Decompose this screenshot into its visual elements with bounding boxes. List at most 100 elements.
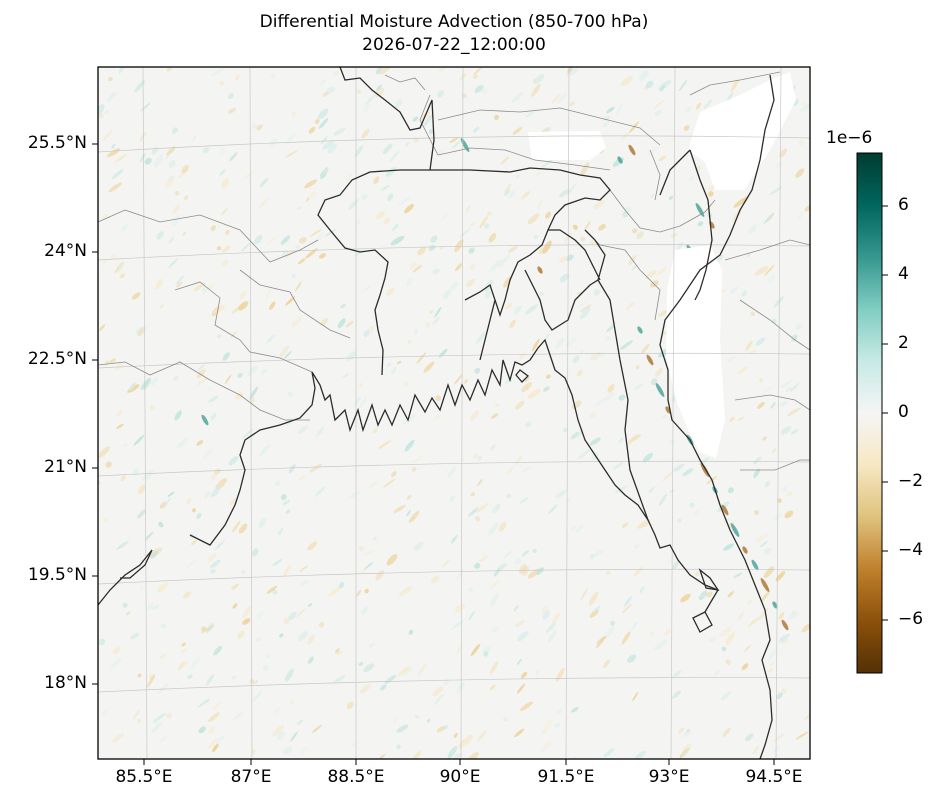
field-speckle <box>150 405 155 410</box>
field-speckle <box>522 566 530 577</box>
field-speckle <box>759 540 769 548</box>
field-speckle <box>633 383 644 390</box>
field-speckle <box>791 334 798 342</box>
field-speckle <box>196 440 204 446</box>
field-speckle <box>218 147 226 156</box>
field-speckle <box>625 301 635 311</box>
field-speckle <box>513 605 519 612</box>
field-speckle <box>627 654 637 663</box>
field-speckle <box>386 554 398 566</box>
field-speckle <box>408 629 414 635</box>
field-speckle <box>376 211 385 220</box>
field-speckle <box>151 721 163 733</box>
field-speckle <box>543 386 550 392</box>
field-speckle <box>287 391 294 397</box>
field-speckle <box>412 264 423 273</box>
field-speckle <box>571 400 582 410</box>
field-speckle <box>434 306 442 318</box>
field-speckle <box>288 611 297 621</box>
field-speckle <box>229 497 239 506</box>
field-speckle <box>316 230 325 243</box>
field-speckle <box>450 535 458 544</box>
field-speckle <box>662 413 668 419</box>
field-speckle <box>234 392 244 400</box>
field-speckle <box>172 204 180 215</box>
field-speckle <box>309 463 323 473</box>
field-speckle <box>727 590 734 598</box>
field-speckle <box>697 221 704 227</box>
field-speckle <box>763 547 771 555</box>
field-speckle <box>456 568 465 581</box>
field-speckle <box>472 67 484 76</box>
field-speckle <box>678 79 688 92</box>
field-speckle <box>790 382 800 392</box>
field-speckle <box>579 349 584 354</box>
field-speckle <box>182 591 191 599</box>
field-speckle <box>508 246 518 253</box>
field-speckle-strong <box>655 383 665 397</box>
lat-label: 22.5°N <box>27 349 87 369</box>
field-speckle <box>273 707 280 714</box>
field-speckle <box>721 646 727 652</box>
field-speckle <box>359 397 367 408</box>
field-speckle <box>390 366 397 375</box>
field-speckle <box>259 444 271 456</box>
field-speckle <box>584 221 591 231</box>
field-speckle <box>152 604 160 610</box>
field-speckle <box>203 491 211 499</box>
field-speckle <box>621 603 632 614</box>
field-speckle <box>114 154 128 163</box>
field-speckle <box>364 588 369 594</box>
field-speckle <box>486 211 492 217</box>
field-speckle-strong <box>781 619 789 631</box>
field-speckle <box>328 586 341 597</box>
field-speckle <box>572 355 580 364</box>
field-speckle <box>629 121 640 133</box>
field-speckle <box>307 541 317 551</box>
advection-field <box>98 67 810 759</box>
field-speckle <box>737 366 748 375</box>
field-speckle <box>423 114 433 127</box>
field-speckle <box>398 196 412 206</box>
field-speckle <box>191 508 197 513</box>
field-speckle <box>167 491 175 497</box>
field-speckle <box>449 137 459 144</box>
field-speckle <box>618 437 624 443</box>
field-speckle <box>208 726 215 734</box>
field-speckle <box>190 656 201 669</box>
field-speckle <box>210 486 221 498</box>
field-speckle-strong <box>700 463 710 477</box>
field-speckle <box>773 295 785 308</box>
field-speckle <box>658 155 667 162</box>
field-speckle <box>116 409 123 417</box>
field-speckle <box>111 168 124 180</box>
field-speckle <box>503 717 508 722</box>
field-speckle <box>590 240 596 245</box>
field-speckle <box>264 288 272 300</box>
field-speckle-strong <box>637 326 643 334</box>
field-speckle <box>515 558 522 565</box>
field-speckle <box>707 191 714 197</box>
field-speckle <box>474 367 481 374</box>
field-speckle <box>159 653 167 659</box>
field-speckle <box>660 85 666 92</box>
field-speckle <box>137 673 142 678</box>
field-speckle <box>594 398 605 407</box>
field-speckle <box>725 659 731 665</box>
field-speckle <box>662 471 674 482</box>
field-speckle <box>514 455 523 466</box>
field-speckle <box>256 637 262 642</box>
field-speckle <box>593 289 601 297</box>
field-speckle <box>786 407 801 417</box>
field-speckle <box>717 257 723 263</box>
field-speckle <box>285 509 291 514</box>
field-speckle <box>669 489 675 494</box>
field-speckle <box>358 662 364 666</box>
field-speckle <box>123 443 128 447</box>
field-speckle <box>290 699 294 705</box>
field-speckle <box>210 474 217 480</box>
field-speckle <box>345 321 354 328</box>
field-speckle <box>754 266 769 276</box>
field-speckle <box>438 67 450 73</box>
